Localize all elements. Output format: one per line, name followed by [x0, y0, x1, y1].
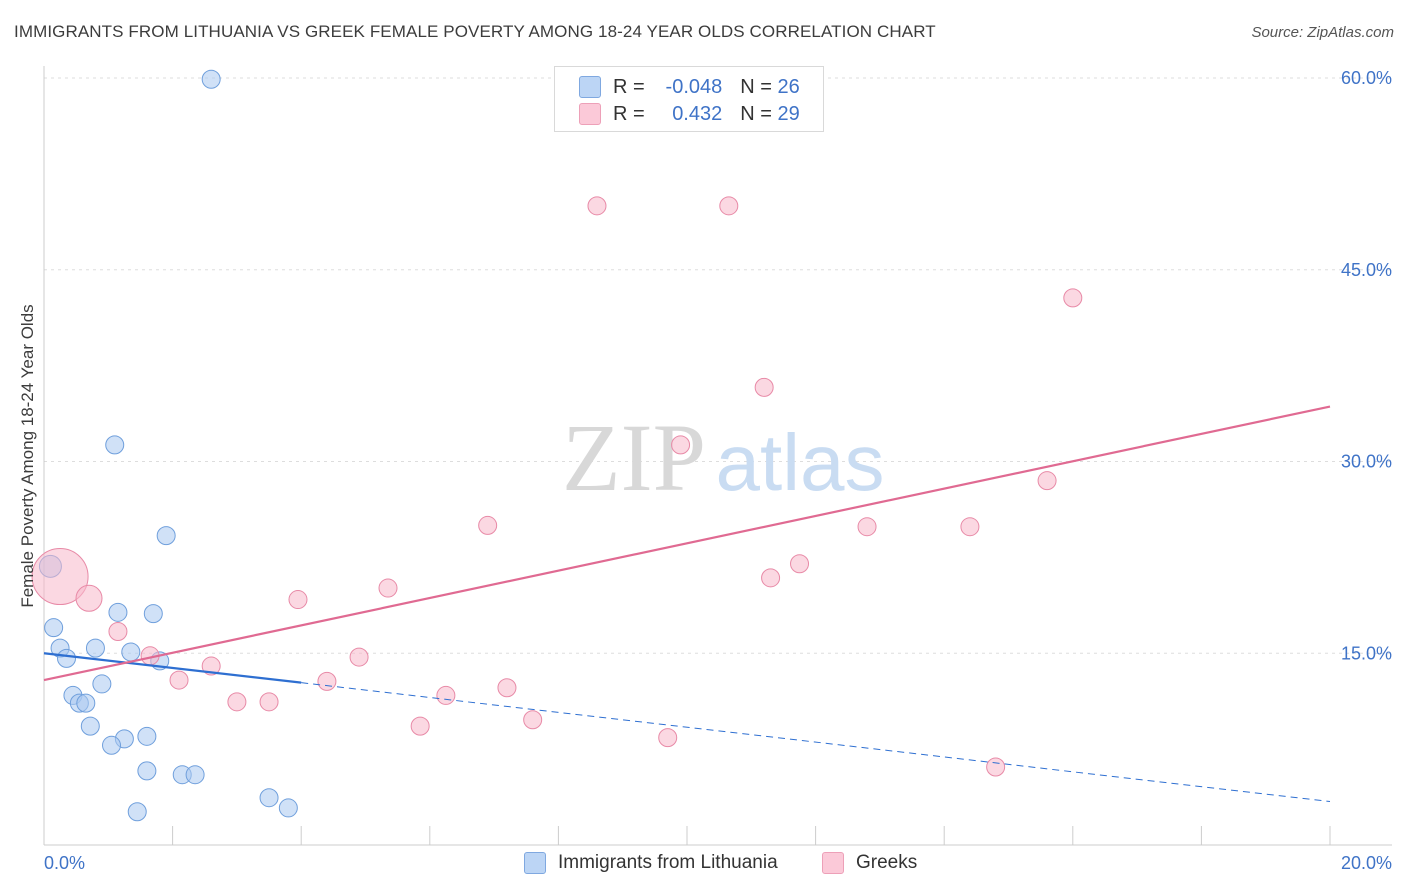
greeks-point [410, 716, 430, 736]
lithuania-point [127, 802, 147, 822]
greeks-point [986, 757, 1006, 777]
watermark-atlas: atlas [716, 418, 885, 507]
lithuania-point [137, 761, 157, 781]
lithuania-point [44, 618, 64, 638]
greeks-point [259, 692, 279, 712]
legend-row-lithuania: R = -0.048 N = 26 [579, 74, 800, 100]
lithuania-point [143, 604, 163, 624]
axes [43, 66, 1392, 846]
legend-n-label: N = [740, 75, 778, 98]
y-axis-label: Female Poverty Among 18-24 Year Olds [18, 304, 37, 607]
x-tick-label: 0.0% [44, 853, 85, 873]
greeks-legend-label: Greeks [856, 852, 918, 873]
lithuania-legend-label: Immigrants from Lithuania [558, 852, 778, 873]
lithuania-point [201, 69, 221, 89]
greeks-point [349, 647, 369, 667]
lithuania-point [105, 435, 125, 455]
greeks-point [169, 670, 189, 690]
legend-r-value: -0.048 [665, 75, 723, 98]
greeks-point [754, 377, 774, 397]
greeks-point [960, 517, 980, 537]
greeks-point [1037, 471, 1057, 491]
lithuania-point [137, 726, 157, 746]
greeks-point [108, 622, 128, 642]
series-legend: Immigrants from Lithuania Greeks [0, 852, 1406, 878]
greeks-trend-line [43, 405, 1331, 682]
lithuania-point [156, 526, 176, 546]
lithuania-point [102, 735, 122, 755]
lithuania-point [80, 716, 100, 736]
greeks-point [719, 196, 739, 216]
correlation-legend: R = -0.048 N = 26 R = 0.432 N = 29 [554, 66, 824, 132]
legend-item-greeks[interactable]: Greeks [822, 852, 917, 874]
lithuania-point [259, 788, 279, 808]
y-tick-label: 45.0% [1341, 260, 1392, 280]
greeks-point [1063, 288, 1083, 308]
watermark: ZIP atlas [562, 404, 884, 511]
watermark-zip: ZIP [562, 404, 706, 511]
lithuania-point [85, 638, 105, 658]
greeks-legend-swatch [822, 852, 844, 874]
legend-r-label: R = [613, 75, 651, 98]
greeks-point [31, 548, 89, 606]
greeks-swatch [579, 103, 601, 125]
greeks-point [317, 671, 337, 691]
greeks-point [761, 568, 781, 588]
lithuania-point [57, 648, 77, 668]
y-tick-label: 30.0% [1341, 452, 1392, 472]
greeks-point [378, 578, 398, 598]
greeks-point [478, 515, 498, 535]
y-tick-label: 60.0% [1341, 68, 1392, 88]
greeks-point [288, 590, 308, 610]
lithuania-point [185, 765, 205, 785]
greeks-point [227, 692, 247, 712]
trend-lines [43, 405, 1331, 803]
y-tick-label: 15.0% [1341, 643, 1392, 663]
greeks-point [658, 728, 678, 748]
greeks-point [587, 196, 607, 216]
lithuania-trend-line [43, 652, 302, 684]
lithuania-point [76, 693, 96, 713]
grid-lines [44, 77, 1392, 654]
greeks-point [497, 678, 517, 698]
greeks-point [523, 710, 543, 730]
greeks-point [790, 554, 810, 574]
source-label: Source: ZipAtlas.com [1251, 24, 1394, 41]
greeks-point [75, 584, 103, 612]
axis-labels: 15.0% 30.0% 45.0% 60.0% 0.0% 20.0% Female Pove… [18, 68, 1392, 873]
x-tick-label: 20.0% [1341, 853, 1392, 873]
lithuania-point [278, 798, 298, 818]
greeks-point [671, 435, 691, 455]
legend-r-label: R = [613, 102, 651, 125]
chart-title: IMMIGRANTS FROM LITHUANIA VS GREEK FEMAL… [14, 22, 936, 41]
legend-row-greeks: R = 0.432 N = 29 [579, 101, 800, 127]
lithuania-point [108, 602, 128, 622]
lithuania-point [92, 674, 112, 694]
greeks-point [436, 685, 456, 705]
greeks-point [857, 517, 877, 537]
lithuania-legend-swatch [524, 852, 546, 874]
greeks-point [201, 656, 221, 676]
legend-n-label: N = [740, 102, 778, 125]
legend-n-value: 26 [777, 75, 800, 98]
legend-item-lithuania[interactable]: Immigrants from Lithuania [524, 852, 778, 874]
data-points [31, 69, 1083, 822]
lithuania-point [121, 642, 141, 662]
lithuania-swatch [579, 76, 601, 98]
legend-n-value: 29 [777, 102, 800, 125]
legend-r-value: 0.432 [672, 102, 723, 125]
lithuania-trend-extension [301, 682, 1331, 803]
